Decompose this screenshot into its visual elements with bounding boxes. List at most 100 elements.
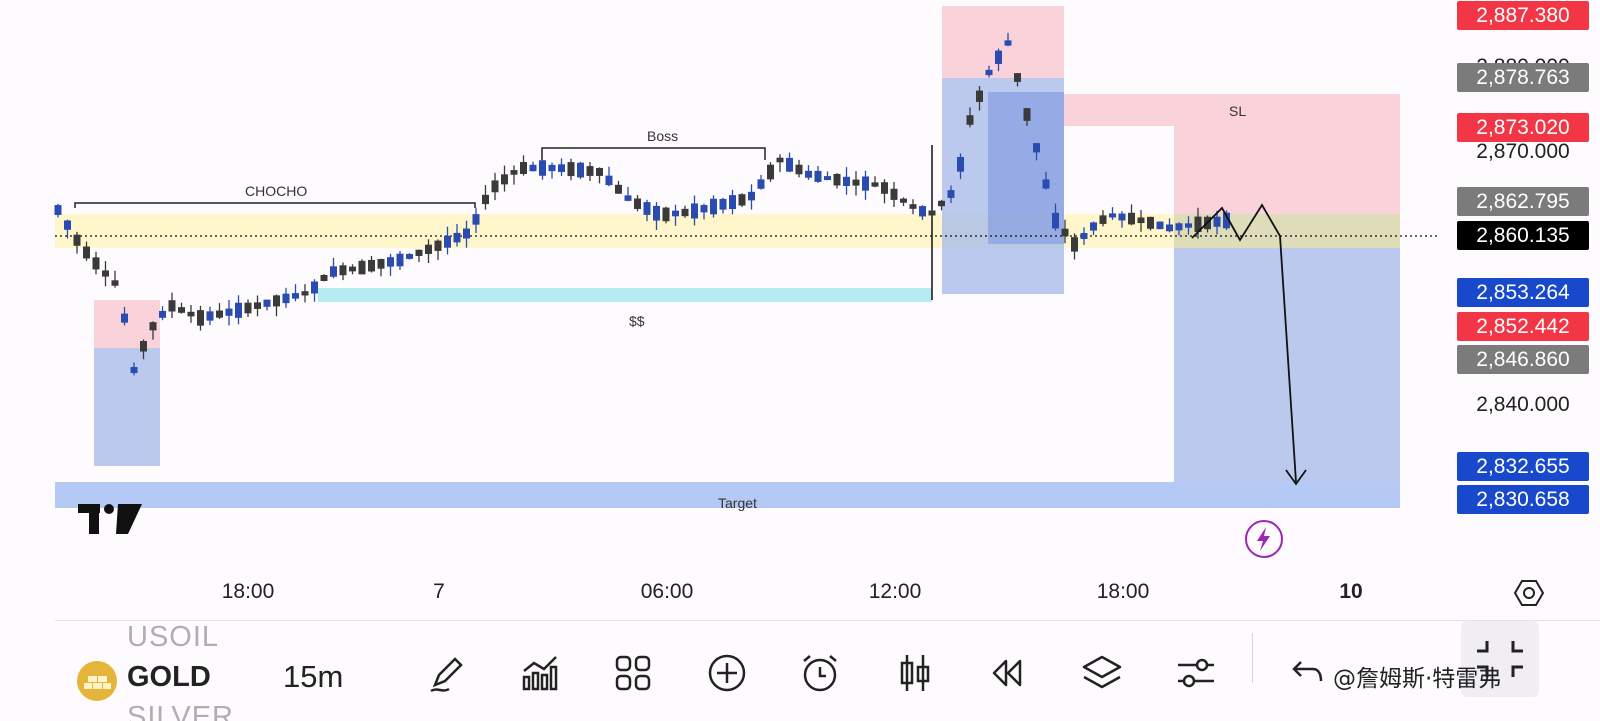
risk-zone-right [1174,126,1400,214]
candle [776,157,784,163]
price-label: 2,862.795 [1457,187,1589,216]
price-label: 2,852.442 [1457,312,1589,341]
bos-label: Boss [647,128,679,144]
candle [1213,216,1221,227]
candle [140,340,147,352]
projection-path [1191,203,1297,483]
candle [729,195,736,210]
candle [1071,237,1078,252]
candles-icon[interactable] [893,651,937,695]
candle [748,191,755,201]
candle [890,188,898,200]
candle [501,174,508,185]
candle [1175,223,1183,231]
candle [586,166,594,176]
settings-sliders-icon[interactable] [1174,651,1218,695]
candle [178,307,185,313]
candle [824,176,831,181]
price-label: 2,846.860 [1457,345,1589,374]
candle [1128,212,1135,225]
price-label-sl: 2,873.020 [1457,113,1589,142]
candle [92,257,100,270]
indicators-icon[interactable] [518,651,562,695]
candle [396,253,404,267]
candlestick-chart[interactable] [0,0,1440,560]
candle [349,266,356,272]
candle [919,206,926,217]
candle [653,205,660,221]
alert-clock-icon[interactable] [798,651,842,695]
candle [1223,212,1230,229]
candle [339,265,347,276]
candle [244,302,252,314]
candle [843,176,850,186]
fullscreen-button[interactable] [1461,621,1539,697]
candle [529,164,537,172]
liquidity-zone [318,288,932,302]
candle [795,164,803,175]
layers-icon[interactable] [1080,651,1124,695]
candle [1080,232,1088,240]
undo-icon[interactable] [1285,651,1329,695]
lightning-icon[interactable] [1245,520,1283,558]
candle [1194,216,1202,232]
interval-button[interactable]: 15m [283,659,344,694]
target-zone [55,482,1400,508]
candle [966,115,974,125]
liquidity-label: $$ [629,313,645,329]
candle [121,313,128,323]
candle [938,200,945,207]
candle [710,198,717,215]
candle [187,311,195,317]
candle [368,259,375,272]
candle [1137,217,1145,224]
candle [434,240,442,251]
candle [1014,73,1021,82]
candle [681,208,689,217]
candle [235,302,242,318]
candle [672,210,679,217]
reward-zone-right [1174,248,1400,484]
watermark-text: @詹姆斯·特雷弗 [1333,666,1502,692]
candle [928,210,936,216]
candle [225,308,233,316]
candle [330,266,337,277]
candle [472,214,480,225]
price-label: 2,853.264 [1457,278,1589,307]
bottom-toolbar: USOIL GOLD SILVER 15m @詹姆斯·特雷弗 [55,620,1600,721]
layout-grid-icon[interactable] [611,651,655,695]
symbol-next[interactable]: SILVER [127,701,235,721]
candle [406,253,413,259]
candle [719,198,727,210]
candle [168,300,176,312]
price-label-target: 2,832.655 [1457,452,1589,481]
stop-loss-zone [1064,94,1400,126]
candle [292,293,299,299]
candle [83,246,90,259]
price-label-last: 2,860.135 [1457,221,1589,250]
candle [852,179,860,186]
symbol-previous[interactable]: USOIL [127,621,220,653]
candle [54,205,62,215]
candle [1033,143,1040,153]
candle [567,162,575,177]
candle [102,270,109,277]
chart-settings-icon[interactable] [1512,576,1546,610]
candle [985,69,993,76]
symbol-current[interactable]: GOLD [127,661,211,693]
candle [415,249,423,256]
choch-label: CHOCHO [245,183,308,199]
candle [738,194,746,206]
candle [947,190,955,198]
replay-icon[interactable] [986,651,1030,695]
risk-zone-mid [942,6,1064,78]
pencil-icon[interactable] [425,651,469,695]
candle [358,260,366,275]
toolbar-divider [1252,633,1253,683]
chart-area[interactable]: CHOCHO Boss $$ SL Target 2,880.000 2,870… [0,0,1600,620]
add-icon[interactable] [705,651,749,695]
risk-zone-left [94,300,160,348]
candle [111,280,119,286]
time-tick: 10 [1339,580,1363,603]
candle [862,176,869,191]
